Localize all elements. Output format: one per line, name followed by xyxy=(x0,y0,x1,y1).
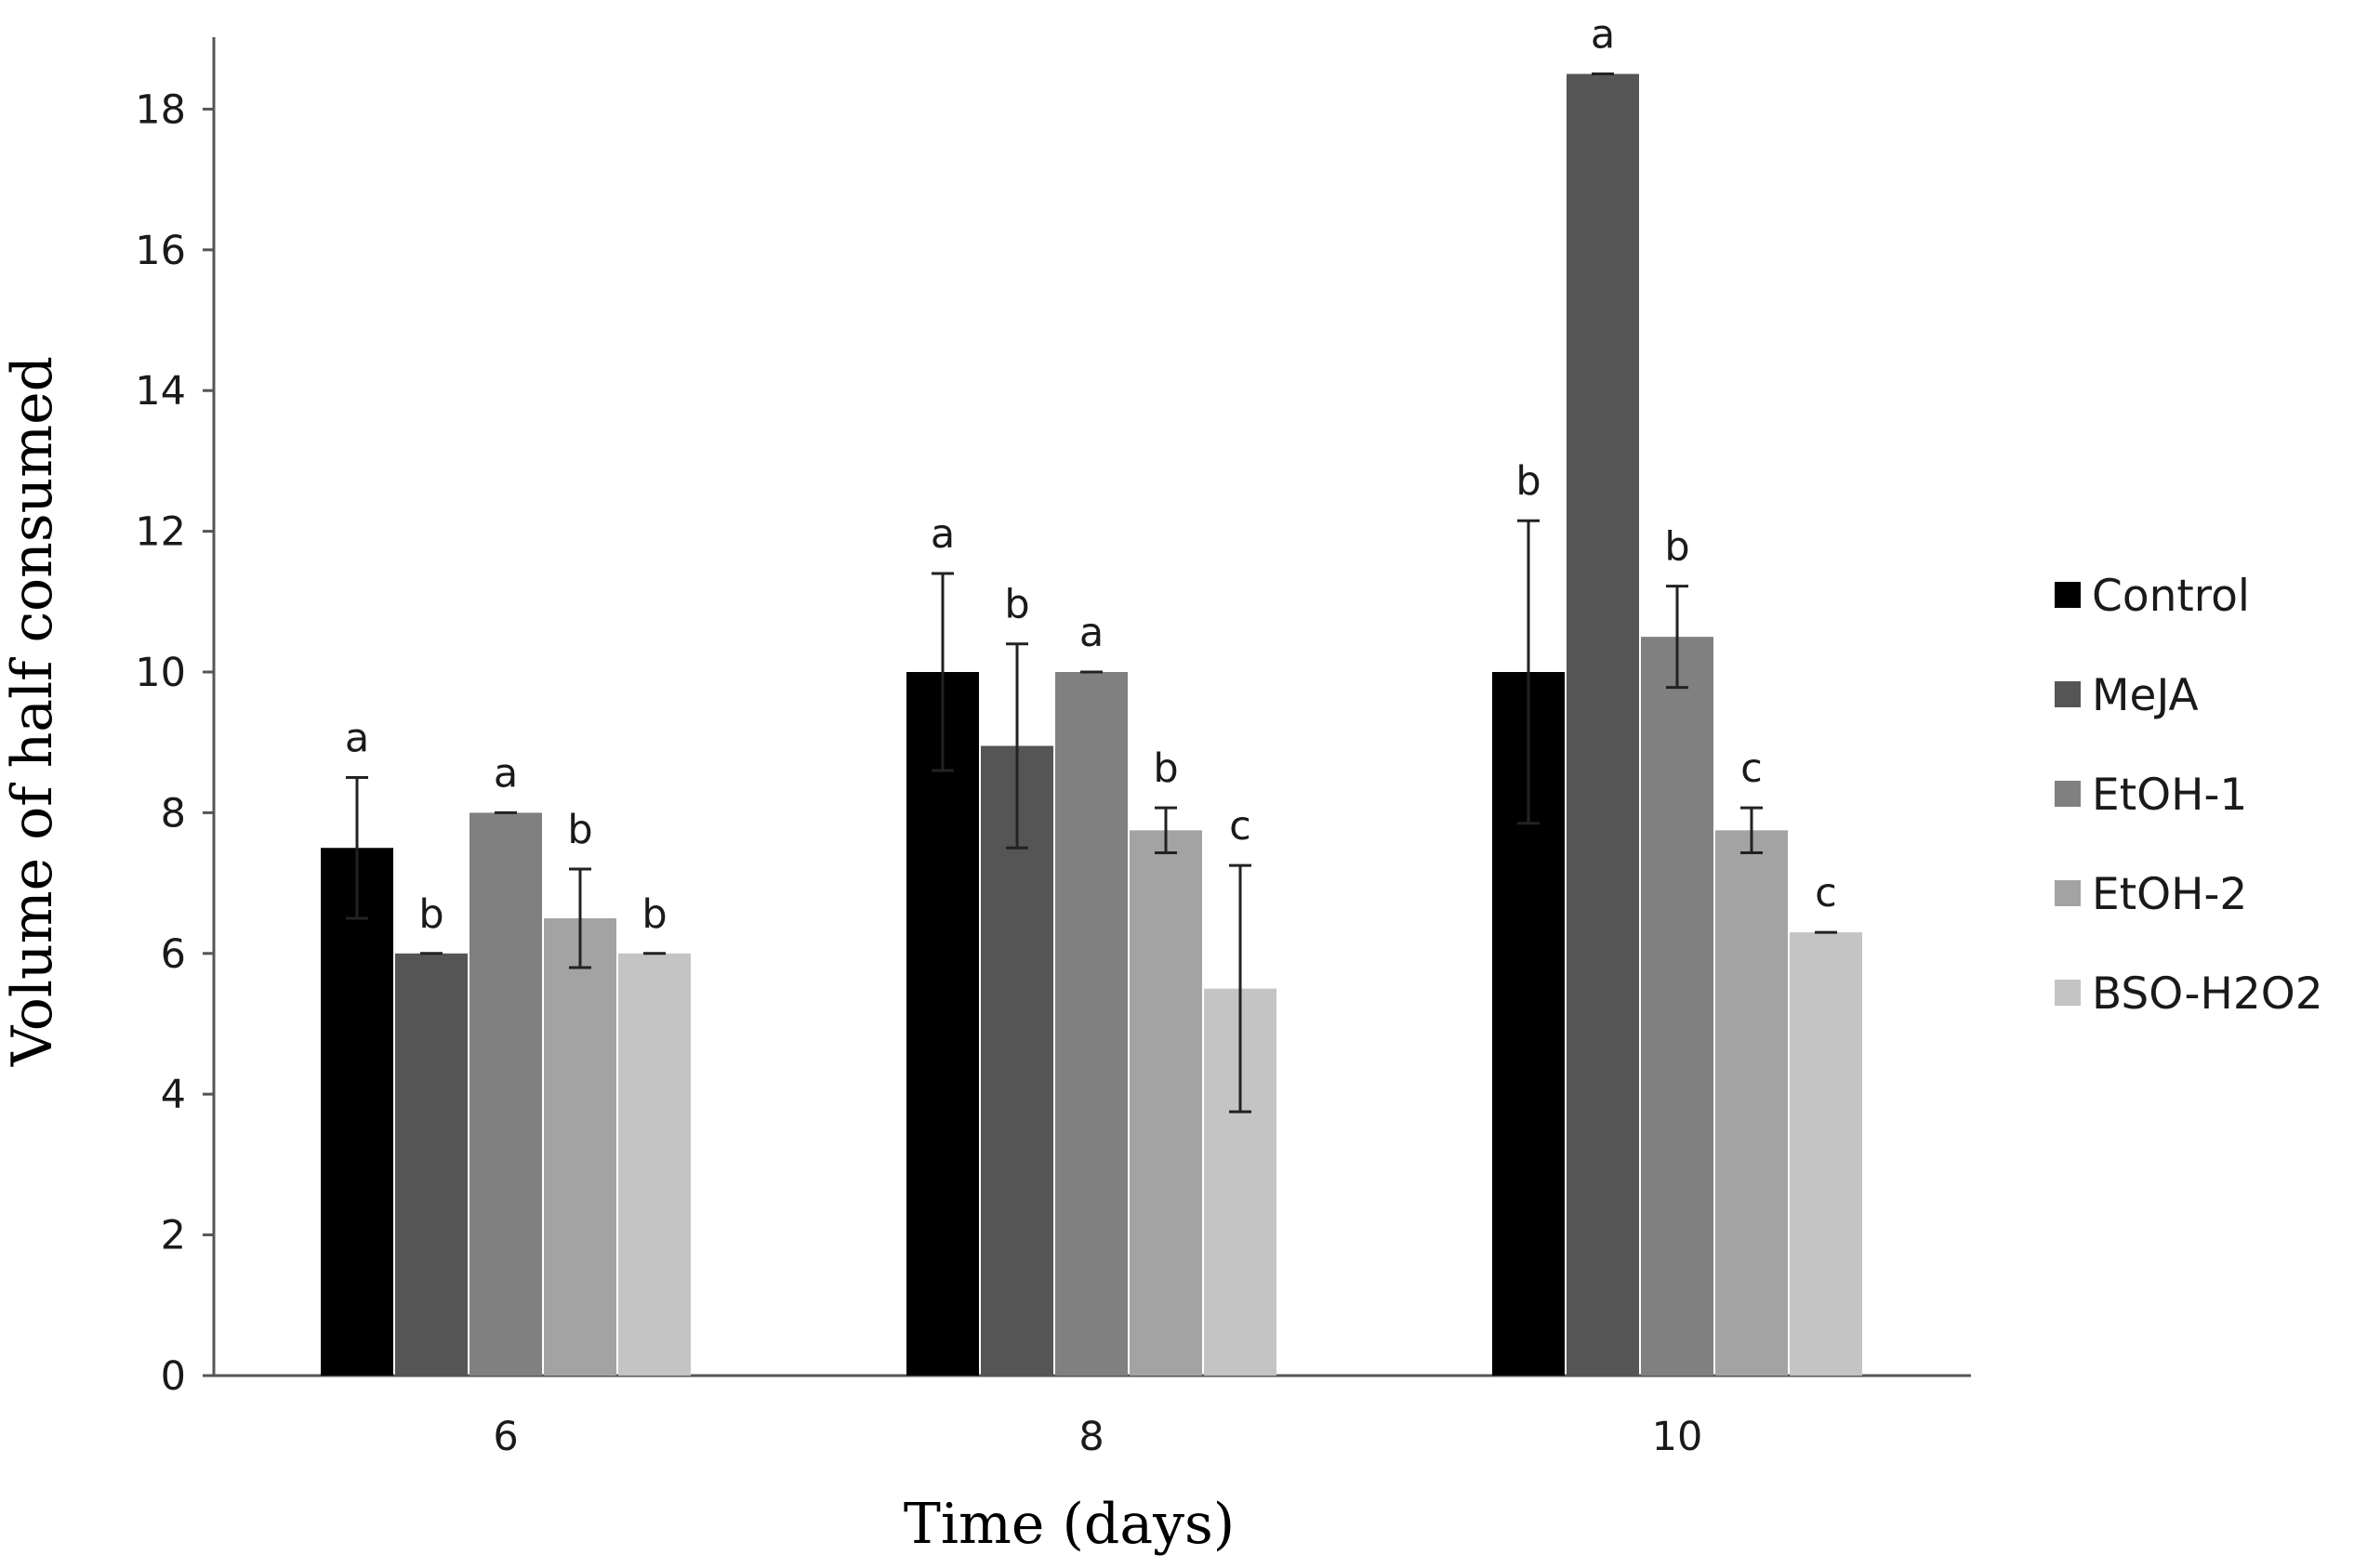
bar-meja-8 xyxy=(981,745,1053,1376)
bar-bso-h2o2-10 xyxy=(1790,932,1862,1376)
y-tick-label: 4 xyxy=(161,1072,186,1118)
significance-label: b xyxy=(1153,745,1178,792)
bar-meja-10 xyxy=(1567,73,1639,1376)
significance-label: a xyxy=(931,511,955,558)
y-tick-label: 18 xyxy=(135,86,186,133)
bar-etoh-1-8 xyxy=(1055,672,1128,1376)
y-tick-label: 12 xyxy=(135,509,186,556)
significance-label: b xyxy=(418,891,443,938)
significance-label: b xyxy=(641,891,667,938)
x-tick-label: 6 xyxy=(493,1414,518,1460)
significance-label: b xyxy=(1515,458,1541,505)
significance-label: c xyxy=(1815,870,1837,916)
bar-etoh-2-6 xyxy=(544,917,616,1376)
legend-label-etoh-1: EtOH-1 xyxy=(2092,770,2247,821)
legend-swatch-etoh-1 xyxy=(2055,781,2081,807)
plot-area: 0 2 4 6 8 10 12 14 16 18 a b a b b 6 a b a b c 8 b a b c c 10 xyxy=(135,12,1971,1460)
bar-etoh-1-6 xyxy=(469,812,542,1376)
bar-etoh-2-8 xyxy=(1130,830,1202,1376)
significance-label: a xyxy=(494,750,518,797)
legend-swatch-etoh-2 xyxy=(2055,880,2081,906)
significance-label: c xyxy=(1740,745,1763,792)
legend-label-control: Control xyxy=(2092,571,2250,622)
y-tick-label: 14 xyxy=(135,368,186,415)
bar-control-8 xyxy=(906,672,979,1376)
y-tick-label: 0 xyxy=(161,1353,186,1400)
significance-label: a xyxy=(1079,610,1104,656)
bar-etoh-2-10 xyxy=(1715,830,1788,1376)
legend-swatch-meja xyxy=(2055,681,2081,707)
legend-swatch-bso-h2o2 xyxy=(2055,980,2081,1006)
bar-meja-6 xyxy=(395,953,468,1376)
significance-label: c xyxy=(1229,803,1251,850)
y-tick-label: 16 xyxy=(135,228,186,274)
y-tick-label: 2 xyxy=(161,1213,186,1259)
y-axis-title: Volume of half consumed xyxy=(0,356,65,1067)
significance-label: b xyxy=(1004,582,1029,628)
y-tick-label: 10 xyxy=(135,650,186,696)
legend-label-meja: MeJA xyxy=(2092,670,2199,721)
bar-control-6 xyxy=(321,848,393,1376)
significance-label: b xyxy=(567,807,592,853)
bar-etoh-1-10 xyxy=(1641,637,1713,1376)
significance-label: a xyxy=(345,716,369,762)
legend-swatch-control xyxy=(2055,582,2081,608)
y-tick-label: 8 xyxy=(161,790,186,837)
bar-bso-h2o2-6 xyxy=(618,953,691,1376)
legend-label-bso-h2o2: BSO-H2O2 xyxy=(2092,968,2323,1020)
x-tick-label: 8 xyxy=(1078,1414,1104,1460)
x-tick-label: 10 xyxy=(1652,1414,1703,1460)
x-axis-title: Time (days) xyxy=(904,1492,1235,1557)
significance-label: a xyxy=(1591,12,1615,59)
significance-label: b xyxy=(1664,524,1689,571)
legend: Control MeJA EtOH-1 EtOH-2 BSO-H2O2 xyxy=(2055,571,2323,1020)
y-tick-label: 6 xyxy=(161,931,186,978)
legend-label-etoh-2: EtOH-2 xyxy=(2092,869,2247,920)
